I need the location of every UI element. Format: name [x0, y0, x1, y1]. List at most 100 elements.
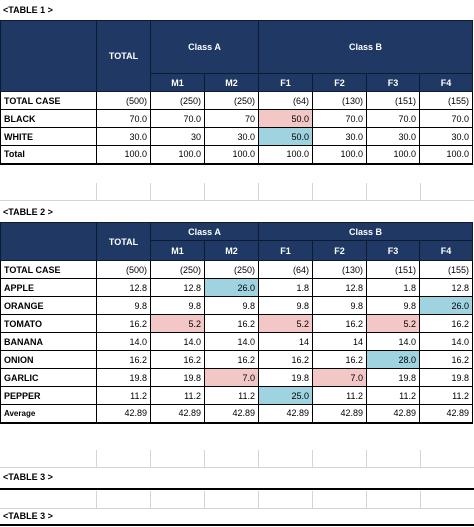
highlight-cell: 26.0 [204, 278, 259, 297]
cell: 11.2 [204, 386, 259, 405]
cell: 12.8 [150, 278, 205, 297]
cell: 14.0 [96, 332, 151, 351]
row-label: ORANGE [0, 296, 97, 315]
table3b-top-rule [0, 524, 474, 526]
table-row: ORANGE 9.8 9.8 9.8 9.8 9.8 9.8 26.0 [0, 296, 474, 315]
table1-col-m1: M1 [150, 73, 205, 92]
cell: (151) [366, 91, 420, 110]
cell: 100.0 [418, 145, 474, 165]
cell: 16.2 [418, 314, 474, 333]
cell: (130) [312, 260, 367, 279]
highlight-cell: 7.0 [312, 368, 367, 387]
cell: (64) [258, 260, 313, 279]
cell: (250) [150, 91, 205, 110]
table3-caption: <TABLE 3 > [3, 472, 53, 482]
cell: 30.0 [366, 127, 420, 146]
highlight-cell: 28.0 [366, 350, 420, 369]
highlight-cell: 7.0 [204, 368, 259, 387]
table-row: TOTAL CASE (500) (250) (250) (64) (130) … [0, 260, 474, 279]
table2-col-f2: F2 [312, 240, 367, 261]
cell: 11.2 [96, 386, 151, 405]
table-row: ONION 16.2 16.2 16.2 16.2 16.2 28.0 16.2 [0, 350, 474, 369]
cell: 14.0 [418, 332, 474, 351]
table1-col-f1: F1 [258, 73, 313, 92]
cell: 14.0 [204, 332, 259, 351]
row-label: TOTAL CASE [0, 91, 97, 110]
table2-col-m1: M1 [150, 240, 205, 261]
cell: 12.8 [96, 278, 151, 297]
table-row: BANANA 14.0 14.0 14.0 14 14 14.0 14.0 [0, 332, 474, 351]
sheet-gap-3 [0, 491, 474, 509]
row-label: TOMATO [0, 314, 97, 333]
table1-col-m2: M2 [204, 73, 259, 92]
cell: (250) [204, 260, 259, 279]
cell: 70.0 [150, 109, 205, 128]
table2-group-b: Class B [257, 222, 474, 241]
row-label: WHITE [0, 127, 97, 146]
table3-top-rule [0, 488, 474, 490]
table-row: TOMATO 16.2 5.2 16.2 5.2 16.2 5.2 16.2 [0, 314, 474, 333]
table2-total-header: TOTAL [96, 222, 151, 261]
cell: 14 [258, 332, 313, 351]
highlight-cell: 25.0 [258, 386, 313, 405]
cell: 1.8 [258, 278, 313, 297]
cell: 16.2 [258, 350, 313, 369]
highlight-cell: 26.0 [418, 296, 474, 315]
sheet-gap-1 [0, 183, 474, 201]
row-label: Average [0, 404, 97, 424]
table1-col-f2: F2 [312, 73, 367, 92]
cell: 70.0 [366, 109, 420, 128]
cell: 1.8 [366, 278, 420, 297]
table1-total-header: TOTAL [96, 20, 151, 92]
cell: 42.89 [96, 404, 151, 424]
cell: 19.8 [150, 368, 205, 387]
cell: 16.2 [418, 350, 474, 369]
table1-corner [0, 20, 97, 92]
cell: 11.2 [312, 386, 367, 405]
cell: 16.2 [204, 314, 259, 333]
cell: 100.0 [312, 145, 367, 165]
sheet-gap-2 [0, 450, 474, 468]
table2-caption: <TABLE 2 > [3, 207, 53, 217]
highlight-cell: 50.0 [258, 109, 313, 128]
cell: 12.8 [312, 278, 367, 297]
cell: 100.0 [96, 145, 151, 165]
table1-col-f4: F4 [418, 73, 474, 92]
cell: 16.2 [96, 314, 151, 333]
highlight-cell: 5.2 [150, 314, 205, 333]
cell: 100.0 [204, 145, 259, 165]
table2-corner [0, 222, 97, 261]
row-label: TOTAL CASE [0, 260, 97, 279]
table-row: PEPPER 11.2 11.2 11.2 25.0 11.2 11.2 11.… [0, 386, 474, 405]
cell: 9.8 [366, 296, 420, 315]
cell: 16.2 [204, 350, 259, 369]
table2-col-f1: F1 [258, 240, 313, 261]
cell: (500) [96, 260, 151, 279]
table2: TOTAL Class A Class B M1 M2 F1 F2 F3 F4 … [0, 222, 474, 424]
cell: 9.8 [258, 296, 313, 315]
cell: 100.0 [150, 145, 205, 165]
row-label: APPLE [0, 278, 97, 297]
cell: 11.2 [366, 386, 420, 405]
cell: 16.2 [312, 350, 367, 369]
cell: 42.89 [366, 404, 420, 424]
table-row: Average 42.89 42.89 42.89 42.89 42.89 42… [0, 404, 474, 424]
row-label: BLACK [0, 109, 97, 128]
cell: 42.89 [258, 404, 313, 424]
cell: 19.8 [96, 368, 151, 387]
cell: 42.89 [150, 404, 205, 424]
table1-group-b: Class B [257, 20, 474, 74]
cell: 16.2 [312, 314, 367, 333]
cell: (250) [204, 91, 259, 110]
cell: 9.8 [96, 296, 151, 315]
highlight-cell: 5.2 [366, 314, 420, 333]
cell: (250) [150, 260, 205, 279]
cell: 70.0 [312, 109, 367, 128]
cell: 14.0 [150, 332, 205, 351]
cell: (155) [418, 91, 474, 110]
highlight-cell: 50.0 [258, 127, 313, 146]
row-label: ONION [0, 350, 97, 369]
cell: 30.0 [312, 127, 367, 146]
cell: 30.0 [418, 127, 474, 146]
cell: 70.0 [418, 109, 474, 128]
